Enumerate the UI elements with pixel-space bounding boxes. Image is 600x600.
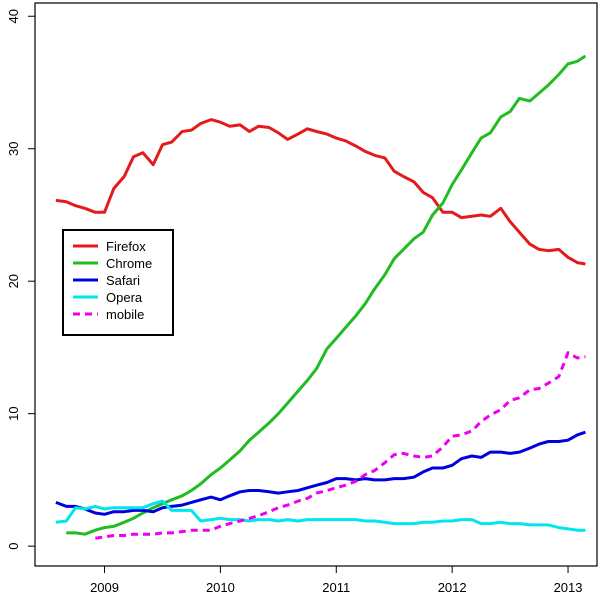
legend: Firefox Chrome Safari Opera mobile: [62, 229, 174, 336]
x-tick-label: 2013: [554, 580, 583, 595]
series-line-firefox: [55, 118, 586, 266]
legend-label-safari: Safari: [106, 273, 140, 288]
y-tick-label: 20: [6, 274, 21, 288]
series-line-safari: [55, 430, 586, 516]
x-tick-label: 2010: [206, 580, 235, 595]
axes: 2009 2010 2011 2012 2013 0 10 20 30 40: [6, 2, 598, 595]
legend-label-opera: Opera: [106, 290, 143, 305]
legend-label-mobile: mobile: [106, 307, 144, 322]
series-line-mobile: [95, 351, 586, 540]
y-tick-label: 0: [6, 543, 21, 550]
series-line-opera: [55, 499, 586, 532]
x-tick-label: 2009: [90, 580, 119, 595]
x-tick-label: 2011: [322, 580, 350, 595]
plot-frame: [34, 2, 598, 567]
legend-label-chrome: Chrome: [106, 256, 152, 271]
legend-label-firefox: Firefox: [106, 239, 146, 254]
y-tick-label: 30: [6, 141, 21, 155]
series-line-chrome: [66, 54, 587, 536]
y-tick-label: 40: [6, 9, 21, 23]
y-tick-label: 10: [6, 406, 21, 420]
series-lines: [55, 54, 587, 540]
x-tick-label: 2012: [438, 580, 467, 595]
